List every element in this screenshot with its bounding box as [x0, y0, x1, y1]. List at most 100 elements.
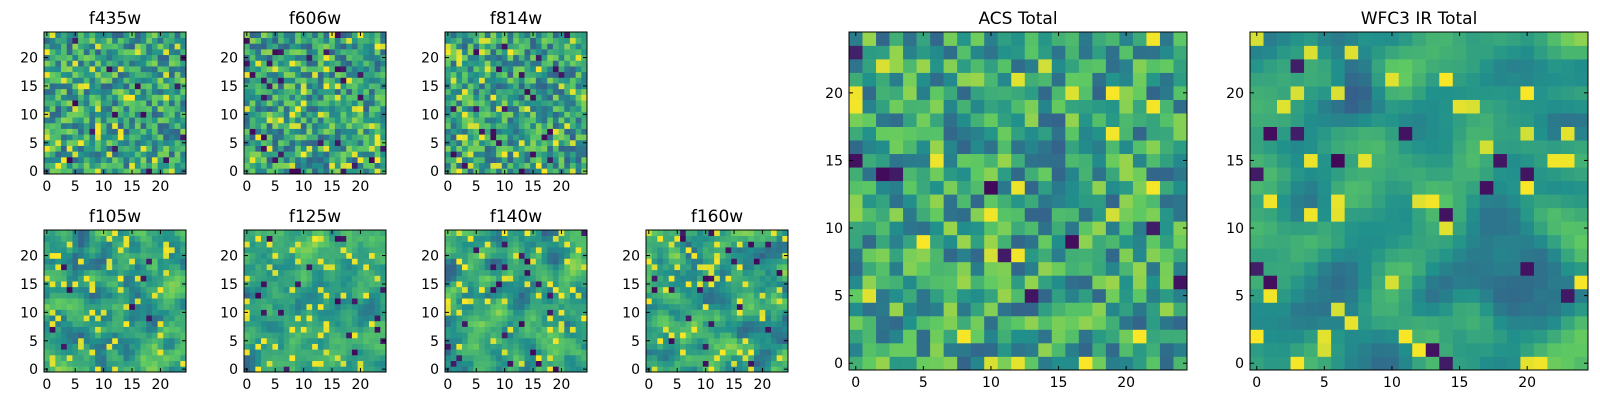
heatmap-cell: [1173, 221, 1188, 236]
heatmap-cell: [490, 83, 497, 90]
heatmap-cell: [163, 105, 170, 112]
heatmap-cell: [312, 349, 319, 356]
heatmap-cell: [524, 286, 531, 293]
heatmap-cell: [467, 258, 474, 265]
heatmap-cell: [530, 117, 537, 124]
heatmap-cell: [289, 269, 296, 276]
heatmap-cell: [541, 54, 548, 61]
heatmap-cell: [357, 77, 364, 84]
heatmap-cell: [134, 128, 141, 135]
heatmap-cell: [89, 264, 96, 271]
y-tick-label: 5: [229, 334, 238, 350]
heatmap-cell: [168, 241, 175, 248]
heatmap-cell: [89, 83, 96, 90]
heatmap-cell: [719, 343, 726, 350]
heatmap-cell: [363, 37, 370, 44]
heatmap-cell: [490, 32, 497, 39]
heatmap-cell: [300, 303, 307, 310]
heatmap-cell: [374, 332, 381, 339]
heatmap-cell: [312, 309, 319, 316]
heatmap-cell: [49, 145, 56, 152]
heatmap-cell: [725, 337, 732, 344]
heatmap-cell: [530, 320, 537, 327]
heatmap-cell: [134, 315, 141, 322]
heatmap-cell: [312, 134, 319, 141]
heatmap-cell: [490, 128, 497, 135]
heatmap-cell: [541, 156, 548, 163]
heatmap-cell: [552, 162, 559, 169]
heatmap-cell: [140, 332, 147, 339]
heatmap-cell: [306, 349, 313, 356]
heatmap-cell: [306, 100, 313, 107]
heatmap-cell: [329, 162, 336, 169]
heatmap-cell: [255, 360, 262, 367]
heatmap-cell: [1038, 248, 1053, 263]
heatmap-cell: [295, 252, 302, 259]
heatmap-cell: [725, 281, 732, 288]
heatmap-cell: [445, 94, 452, 101]
heatmap-cell: [368, 134, 375, 141]
heatmap-cell: [462, 128, 469, 135]
heatmap-cell: [272, 303, 279, 310]
heatmap-cell: [283, 258, 290, 265]
heatmap-cell: [719, 349, 726, 356]
heatmap-cell: [329, 54, 336, 61]
heatmap-cell: [289, 235, 296, 242]
heatmap-cell: [490, 117, 497, 124]
heatmap-cell: [134, 151, 141, 158]
heatmap-cell: [66, 105, 73, 112]
heatmap-cell: [558, 258, 565, 265]
heatmap-cell: [278, 298, 285, 305]
heatmap-cell: [249, 326, 256, 333]
heatmap-cell: [83, 168, 90, 175]
heatmap-cell: [266, 366, 273, 373]
heatmap-cell: [134, 309, 141, 316]
heatmap-cell: [55, 122, 62, 129]
heatmap-cell: [340, 49, 347, 56]
heatmap-cell: [507, 139, 514, 146]
heatmap-cell: [49, 162, 56, 169]
heatmap-cell: [668, 360, 675, 367]
heatmap-cell: [329, 309, 336, 316]
heatmap-cell: [513, 354, 520, 361]
heatmap-cell: [450, 241, 457, 248]
heatmap-cell: [289, 139, 296, 146]
heatmap-cell: [374, 281, 381, 288]
heatmap-cell: [89, 128, 96, 135]
heatmap-cell: [278, 77, 285, 84]
heatmap-cell: [329, 83, 336, 90]
heatmap-cell: [530, 332, 537, 339]
heatmap-cell: [123, 145, 130, 152]
heatmap-cell: [174, 43, 181, 50]
heatmap-cell: [374, 162, 381, 169]
heatmap-cell: [380, 326, 387, 333]
heatmap-cell: [663, 315, 670, 322]
heatmap-cell: [646, 332, 653, 339]
heatmap-cell: [930, 302, 944, 317]
heatmap-cell: [266, 66, 273, 73]
heatmap-cell: [997, 288, 1012, 303]
heatmap-cell: [501, 139, 508, 146]
heatmap-cell: [272, 309, 279, 316]
heatmap-cell: [244, 235, 251, 242]
heatmap-cell: [697, 326, 704, 333]
heatmap-cell: [55, 128, 62, 135]
heatmap-cell: [535, 298, 542, 305]
heatmap-cell: [134, 258, 141, 265]
heatmap-cell: [55, 111, 62, 118]
heatmap-cell: [1159, 234, 1174, 249]
heatmap-cell: [714, 315, 721, 322]
heatmap-cell: [112, 309, 119, 316]
heatmap-cell: [1132, 329, 1147, 344]
heatmap-cell: [340, 100, 347, 107]
heatmap-cell: [680, 264, 687, 271]
heatmap-cell: [117, 309, 124, 316]
heatmap-cell: [496, 60, 503, 67]
heatmap-cell: [300, 88, 307, 95]
heatmap-cell: [295, 343, 302, 350]
heatmap-cell: [547, 292, 554, 299]
heatmap-cell: [731, 332, 738, 339]
heatmap-cell: [513, 49, 520, 56]
heatmap-cell: [44, 269, 51, 276]
heatmap-cell: [140, 49, 147, 56]
